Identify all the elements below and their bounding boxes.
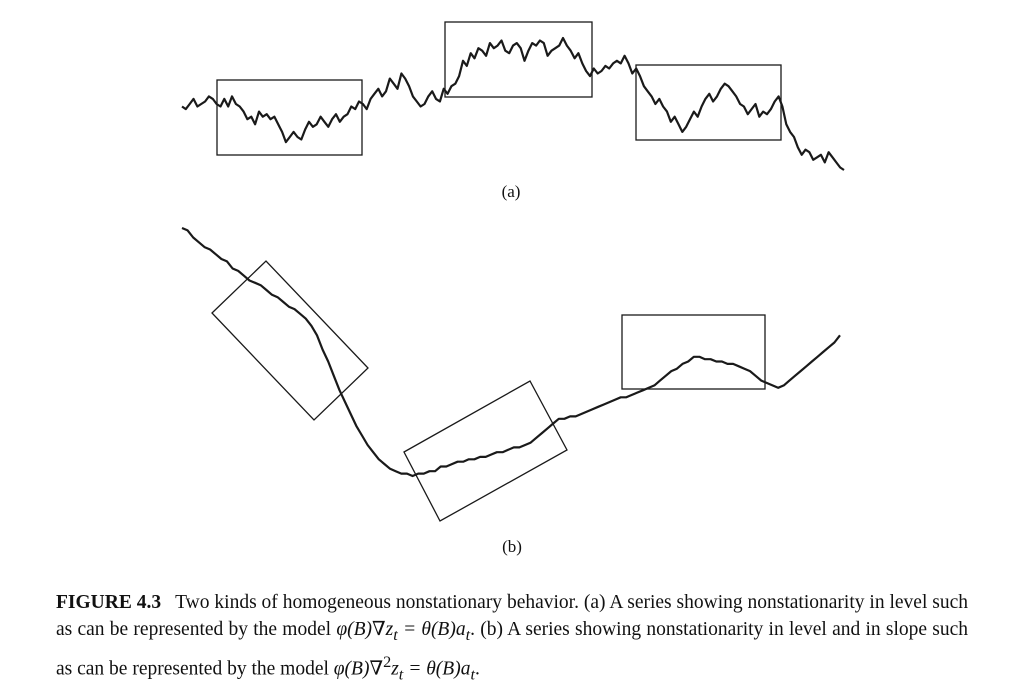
figure-number: FIGURE 4.3: [56, 592, 162, 613]
caption-end: .: [474, 658, 480, 680]
model-b-sub-2: t: [470, 665, 475, 684]
panel-a-label: (a): [501, 182, 521, 201]
caption-text-2: . (b) A series showing nonstationarity i…: [56, 619, 969, 680]
panel-b-box-1: [211, 260, 369, 421]
series-a-line: [181, 36, 845, 171]
panel-b-box-3: [621, 314, 766, 390]
model-b-rhs: = θ(B)a: [403, 658, 471, 680]
model-a-sub-2: t: [465, 625, 471, 644]
panel-a-box-3: [635, 64, 782, 141]
model-a-lhs: φ(B)∇z: [336, 619, 394, 640]
caption-text-1: Two kinds of homogeneous nonstationary b…: [56, 592, 969, 640]
model-a-rhs: = θ(B)a: [397, 619, 466, 640]
series-b-line: [181, 226, 841, 478]
figure-caption: FIGURE 4.3 Two kinds of homogeneous nonst…: [56, 589, 968, 688]
panel-b-box-2: [403, 380, 568, 522]
panel-b-label: (b): [502, 537, 522, 556]
panel-a-box-2: [444, 21, 593, 98]
model-b-lhs: φ(B)∇: [333, 658, 384, 680]
model-b-sup: 2: [383, 652, 392, 671]
figure-canvas: [181, 21, 845, 522]
panel-b-chart: [181, 226, 841, 522]
model-a-sub-1: t: [393, 625, 398, 644]
model-b-z: z: [391, 658, 399, 680]
model-b-sub-1: t: [398, 665, 404, 684]
panel-a-box-1: [216, 79, 363, 156]
panel-a-chart: [181, 21, 845, 171]
